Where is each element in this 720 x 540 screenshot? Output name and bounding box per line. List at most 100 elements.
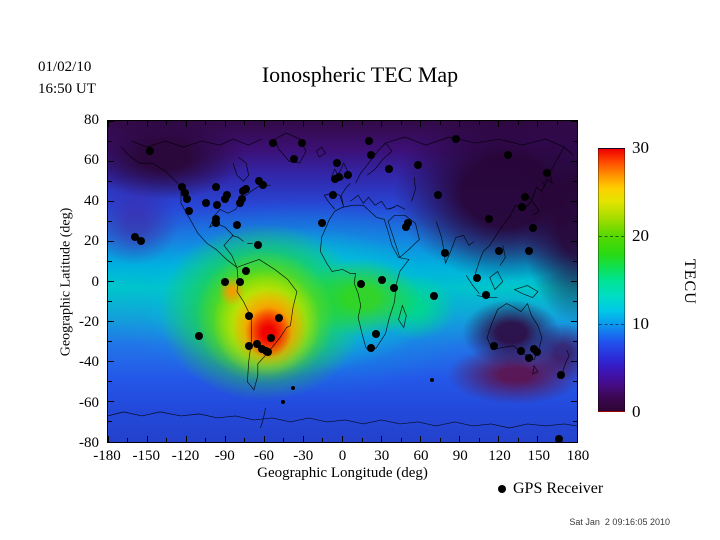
colorbar-units-label: TECU [681,258,698,305]
x-tick-label: 60 [413,448,429,464]
gps-receiver-dot [266,333,275,342]
x-tick-mark [224,121,226,127]
y-tick-mark [108,341,112,343]
y-tick-mark [108,180,112,182]
gps-receiver-dot [235,199,244,208]
x-tick-mark [263,121,265,127]
x-tick-mark [537,121,539,127]
gps-receiver-dot [520,193,529,202]
y-tick-mark [108,200,114,202]
gps-receiver-dot [528,224,537,233]
gps-receiver-dot [201,199,210,208]
gps-receiver-dot [481,290,490,299]
gps-receiver-dot [330,175,339,184]
gps-receiver-dot [451,135,460,144]
x-tick-label: 180 [566,448,590,464]
gps-receiver-dot [242,267,251,276]
x-tick-mark [166,121,168,125]
x-tick-mark [108,436,109,442]
gps-receiver-dot [494,247,503,256]
y-tick-mark [108,381,112,383]
gps-receiver-dot [367,151,376,160]
gps-receiver-dot [274,313,283,322]
y-tick-mark [573,381,577,383]
gps-receiver-dot [145,147,154,156]
x-tick-mark [342,436,343,442]
y-axis-tick-labels: 80 60 40 20 0 -20 -40 -60 -80 [0,112,103,451]
y-tick-mark [571,121,577,122]
x-axis-tick-labels: -180 -150 -120 -90 -60 -30 0 30 60 90 120 150 180 [93,448,589,464]
colorbar-tick-label: 10 [632,313,649,333]
x-tick-mark [108,121,109,127]
gps-receiver-dot [429,377,434,382]
gps-receiver-dot [489,341,498,350]
y-tick-mark [573,301,577,303]
y-tick-label: -80 [79,435,99,451]
x-tick-label: -90 [214,448,235,464]
x-tick-mark [478,438,480,442]
x-tick-mark [400,438,402,442]
gps-receiver-dot [557,370,566,379]
gps-receiver-dot [245,341,254,350]
x-tick-mark [185,436,187,442]
y-tick-mark [108,260,112,262]
x-tick-mark [420,436,422,442]
x-tick-mark [361,438,363,442]
gps-receiver-dot [372,329,381,338]
gps-receiver-dot [131,233,140,242]
gps-receiver-dot [298,139,307,148]
y-tick-mark [108,121,114,122]
y-tick-mark [571,200,577,202]
gps-receiver-dot [212,183,221,192]
x-tick-mark [263,436,265,442]
date-label: 01/02/10 [38,59,92,75]
gps-receiver-dot [242,185,251,194]
gps-receiver-dot [503,151,512,160]
y-tick-mark [573,180,577,182]
gps-receiver-dot [485,215,494,224]
x-tick-mark [185,121,187,127]
y-tick-mark [108,401,114,403]
datetime-annotation: 01/02/10 16:50 UT [38,57,96,101]
colorbar-tick-line [599,323,624,325]
x-tick-mark [283,438,285,442]
y-tick-mark [108,240,114,242]
gps-receiver-dot [403,219,412,228]
gps-receiver-dot [433,191,442,200]
y-tick-label: -20 [79,313,99,330]
gps-receiver-dot [222,191,231,200]
gps-receiver-dot [524,247,533,256]
coastlines [108,121,577,442]
y-tick-label: 0 [91,273,100,290]
gps-receiver-marker-icon [498,485,506,493]
x-tick-label: 0 [338,448,347,464]
y-tick-mark [573,140,577,142]
x-tick-label: 120 [488,448,511,464]
y-tick-mark [573,341,577,343]
x-tick-mark [302,121,304,127]
gps-receiver-dot [213,201,222,210]
gps-receiver-dot [367,343,376,352]
y-tick-mark [571,321,577,323]
gps-receiver-dot [235,277,244,286]
x-tick-label: 30 [374,448,390,464]
y-tick-mark [108,140,112,142]
x-tick-mark [517,121,519,125]
y-tick-mark [108,160,114,162]
y-tick-mark [571,281,577,282]
x-tick-mark [537,436,539,442]
x-tick-label: -180 [93,448,121,464]
x-tick-mark [459,436,461,442]
x-tick-mark [361,121,363,125]
colorbar-tick-line [599,236,624,238]
x-tick-label: -150 [132,448,160,464]
legend-label: GPS Receiver [513,480,604,497]
x-tick-mark [459,121,461,127]
y-tick-mark [573,220,577,222]
gps-receiver-dot [290,385,295,390]
gps-receiver-dot [221,195,230,204]
gps-receiver-dot [212,215,221,224]
map-plot [107,120,578,443]
x-tick-mark [400,121,402,125]
